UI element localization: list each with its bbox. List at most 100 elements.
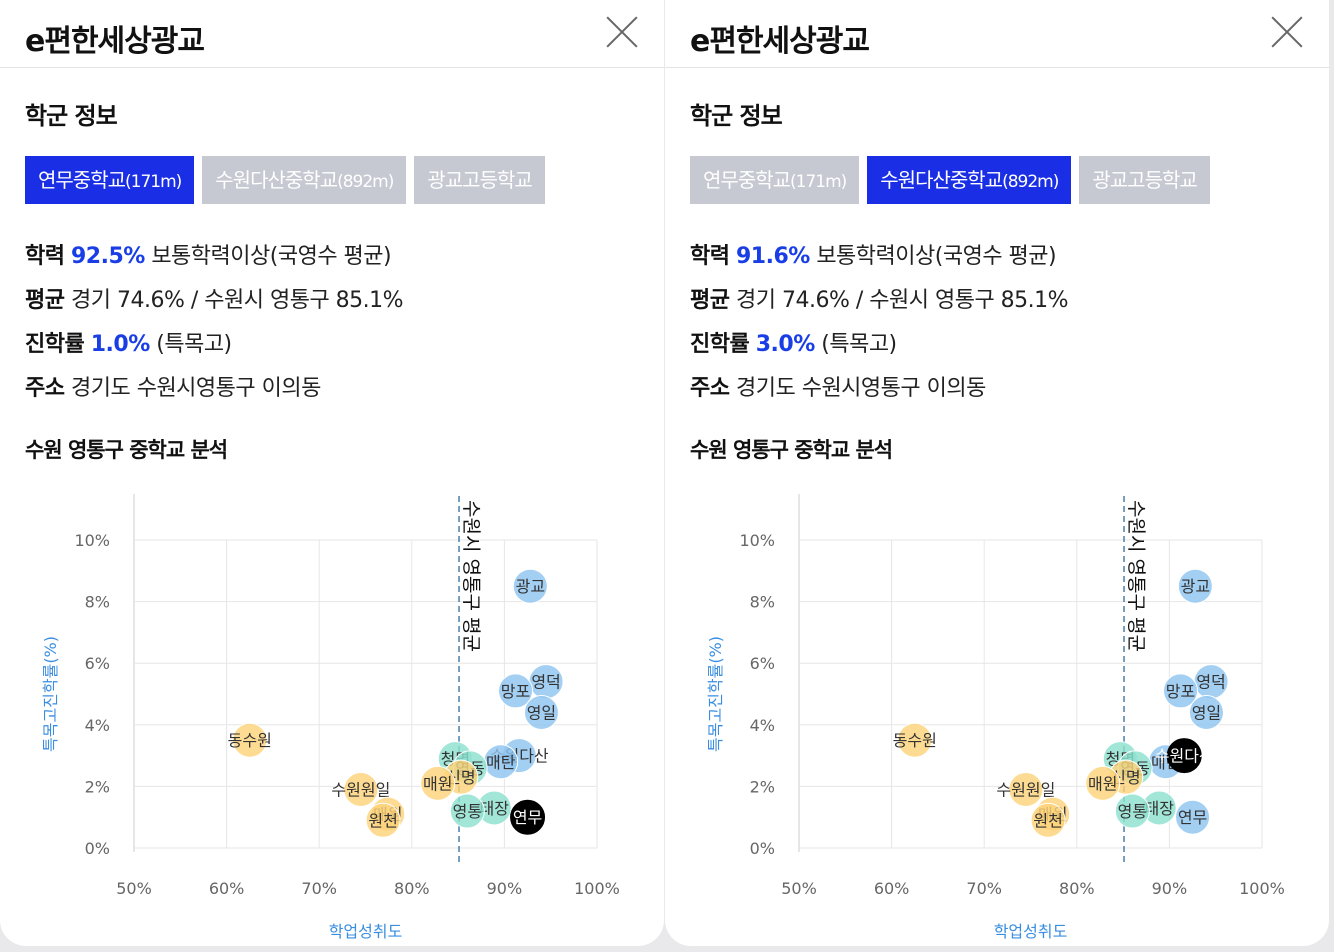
data-point-label: 원천 [1033, 811, 1062, 830]
x-tick-label: 50% [781, 879, 817, 898]
data-point-label: 영덕 [1196, 673, 1225, 692]
data-point-label: 매원 [423, 774, 452, 793]
info-label: 진학률 [25, 332, 85, 357]
x-tick-label: 70% [966, 879, 1002, 898]
data-point [1030, 802, 1066, 838]
panel-header: e편한세상광교 [665, 0, 1329, 68]
data-point-label: 영덕 [531, 673, 560, 692]
tab-label: 광교고등학교 [427, 168, 532, 192]
data-point-label: 연무 [513, 808, 542, 827]
app-title: e편한세상광교 [25, 24, 205, 59]
info-address: 주소 경기도 수원시영통구 이의동 [690, 370, 986, 402]
panel-header: e편한세상광교 [0, 0, 664, 68]
scatter-chart: 50% 60% 70% 80% 90% 100% 0% 2% 4% 6% 8% 10% 학업성취도 특목고… [706, 494, 1285, 941]
data-point [897, 722, 933, 758]
school-tabs: 연무중학교(171m) 수원다산중학교(892m) 광교고등학교 [25, 156, 621, 204]
y-tick-label: 8% [85, 593, 110, 612]
x-axis-label: 학업성취도 [329, 922, 403, 941]
info-text: 경기 74.6% / 수원시 영통구 85.1% [70, 288, 404, 313]
info-text: 경기도 수원시영통구 이의동 [735, 376, 986, 401]
info-text: (특목고) [156, 332, 232, 357]
tab-distance: (171m) [125, 172, 182, 192]
data-point [232, 722, 268, 758]
tab-school-1[interactable]: 연무중학교(171m) [690, 156, 860, 204]
info-label: 평균 [25, 288, 65, 313]
achievement-value: 92.5% [70, 244, 145, 269]
close-icon[interactable] [1269, 14, 1305, 50]
x-tick-label: 80% [394, 879, 430, 898]
tab-distance: (892m) [337, 172, 394, 192]
close-icon[interactable] [604, 14, 640, 50]
tab-distance: (892m) [1002, 172, 1059, 192]
chart-title: 수원 영통구 중학교 분석 [25, 438, 228, 462]
data-point-label: 망포 [1166, 682, 1195, 701]
data-point-label: 원천 [368, 811, 397, 830]
data-point-label: 영통 [1118, 802, 1147, 821]
y-tick-label: 6% [85, 654, 110, 673]
school-panel-1: e편한세상광교 학군 정보 연무중학교(171m) 수원다산중학교(892m) 광교… [0, 0, 664, 946]
achievement-value: 91.6% [735, 244, 810, 269]
info-average: 평균 경기 74.6% / 수원시 영통구 85.1% [25, 282, 404, 314]
y-axis-label: 특목고진학률(%) [706, 636, 725, 752]
tab-school-1[interactable]: 연무중학교(171m) [25, 156, 195, 204]
y-tick-label: 2% [750, 777, 775, 796]
data-point-label: 영일 [527, 703, 556, 722]
y-tick-label: 4% [85, 716, 110, 735]
info-text: (특목고) [821, 332, 897, 357]
tab-label: 광교고등학교 [1092, 168, 1197, 192]
chart-title: 수원 영통구 중학교 분석 [690, 438, 893, 462]
info-text: 보통학력이상(국영수 평균) [151, 244, 392, 269]
info-address: 주소 경기도 수원시영통구 이의동 [25, 370, 321, 402]
tab-distance: (171m) [790, 172, 847, 192]
data-point [1166, 738, 1202, 774]
data-point [1177, 568, 1213, 604]
x-tick-label: 90% [1152, 879, 1188, 898]
y-axis-label: 특목고진학률(%) [41, 636, 60, 752]
tab-label: 수원다산중학교 [880, 168, 1003, 192]
data-point-label: 매원 [1088, 774, 1117, 793]
school-panel-2: e편한세상광교 학군 정보 연무중학교(171m) 수원다산중학교(892m) 광교… [665, 0, 1329, 946]
data-point-label: 광교 [516, 577, 545, 596]
data-point [1114, 793, 1150, 829]
data-point [510, 799, 546, 835]
x-tick-label: 60% [874, 879, 910, 898]
x-axis-label: 학업성취도 [994, 922, 1068, 941]
y-tick-label: 10% [739, 531, 775, 550]
data-point-label: 수원원일 [996, 780, 1055, 799]
tab-school-3[interactable]: 광교고등학교 [414, 156, 545, 204]
x-tick-label: 100% [574, 879, 620, 898]
tab-school-2[interactable]: 수원다산중학교(892m) [867, 156, 1072, 204]
data-point [1188, 694, 1224, 730]
data-point [449, 793, 485, 829]
x-tick-label: 90% [487, 879, 523, 898]
x-tick-label: 50% [116, 879, 152, 898]
info-achievement: 학력 91.6% 보통학력이상(국영수 평균) [690, 238, 1057, 270]
reference-line-label: 수원시 영통구 평균 [460, 500, 482, 652]
info-text: 경기도 수원시영통구 이의동 [70, 376, 321, 401]
section-title: 학군 정보 [25, 102, 118, 130]
data-point [1163, 673, 1199, 709]
tab-label: 연무중학교 [38, 168, 126, 192]
y-tick-label: 4% [750, 716, 775, 735]
tab-school-3[interactable]: 광교고등학교 [1079, 156, 1210, 204]
info-text: 보통학력이상(국영수 평균) [816, 244, 1057, 269]
advancement-value: 3.0% [755, 332, 816, 357]
scatter-chart: 50% 60% 70% 80% 90% 100% 0% 2% 4% 6% 8% 10% 학업성취도 특목고… [41, 494, 620, 941]
data-point-label: 광교 [1181, 577, 1210, 596]
data-point-label: 수원원일 [331, 780, 390, 799]
data-point-label: 연무 [1178, 808, 1207, 827]
x-tick-label: 60% [209, 879, 245, 898]
data-point [523, 694, 559, 730]
x-tick-label: 100% [1239, 879, 1285, 898]
app-title: e편한세상광교 [690, 24, 870, 59]
y-tick-label: 2% [85, 777, 110, 796]
x-tick-label: 70% [301, 879, 337, 898]
x-tick-label: 80% [1059, 879, 1095, 898]
tab-label: 수원다산중학교 [215, 168, 338, 192]
data-point-label: 망포 [501, 682, 530, 701]
y-tick-label: 0% [85, 839, 110, 858]
tab-school-2[interactable]: 수원다산중학교(892m) [202, 156, 407, 204]
data-point [1008, 771, 1044, 807]
data-point-label: 영통 [453, 802, 482, 821]
data-point [498, 673, 534, 709]
